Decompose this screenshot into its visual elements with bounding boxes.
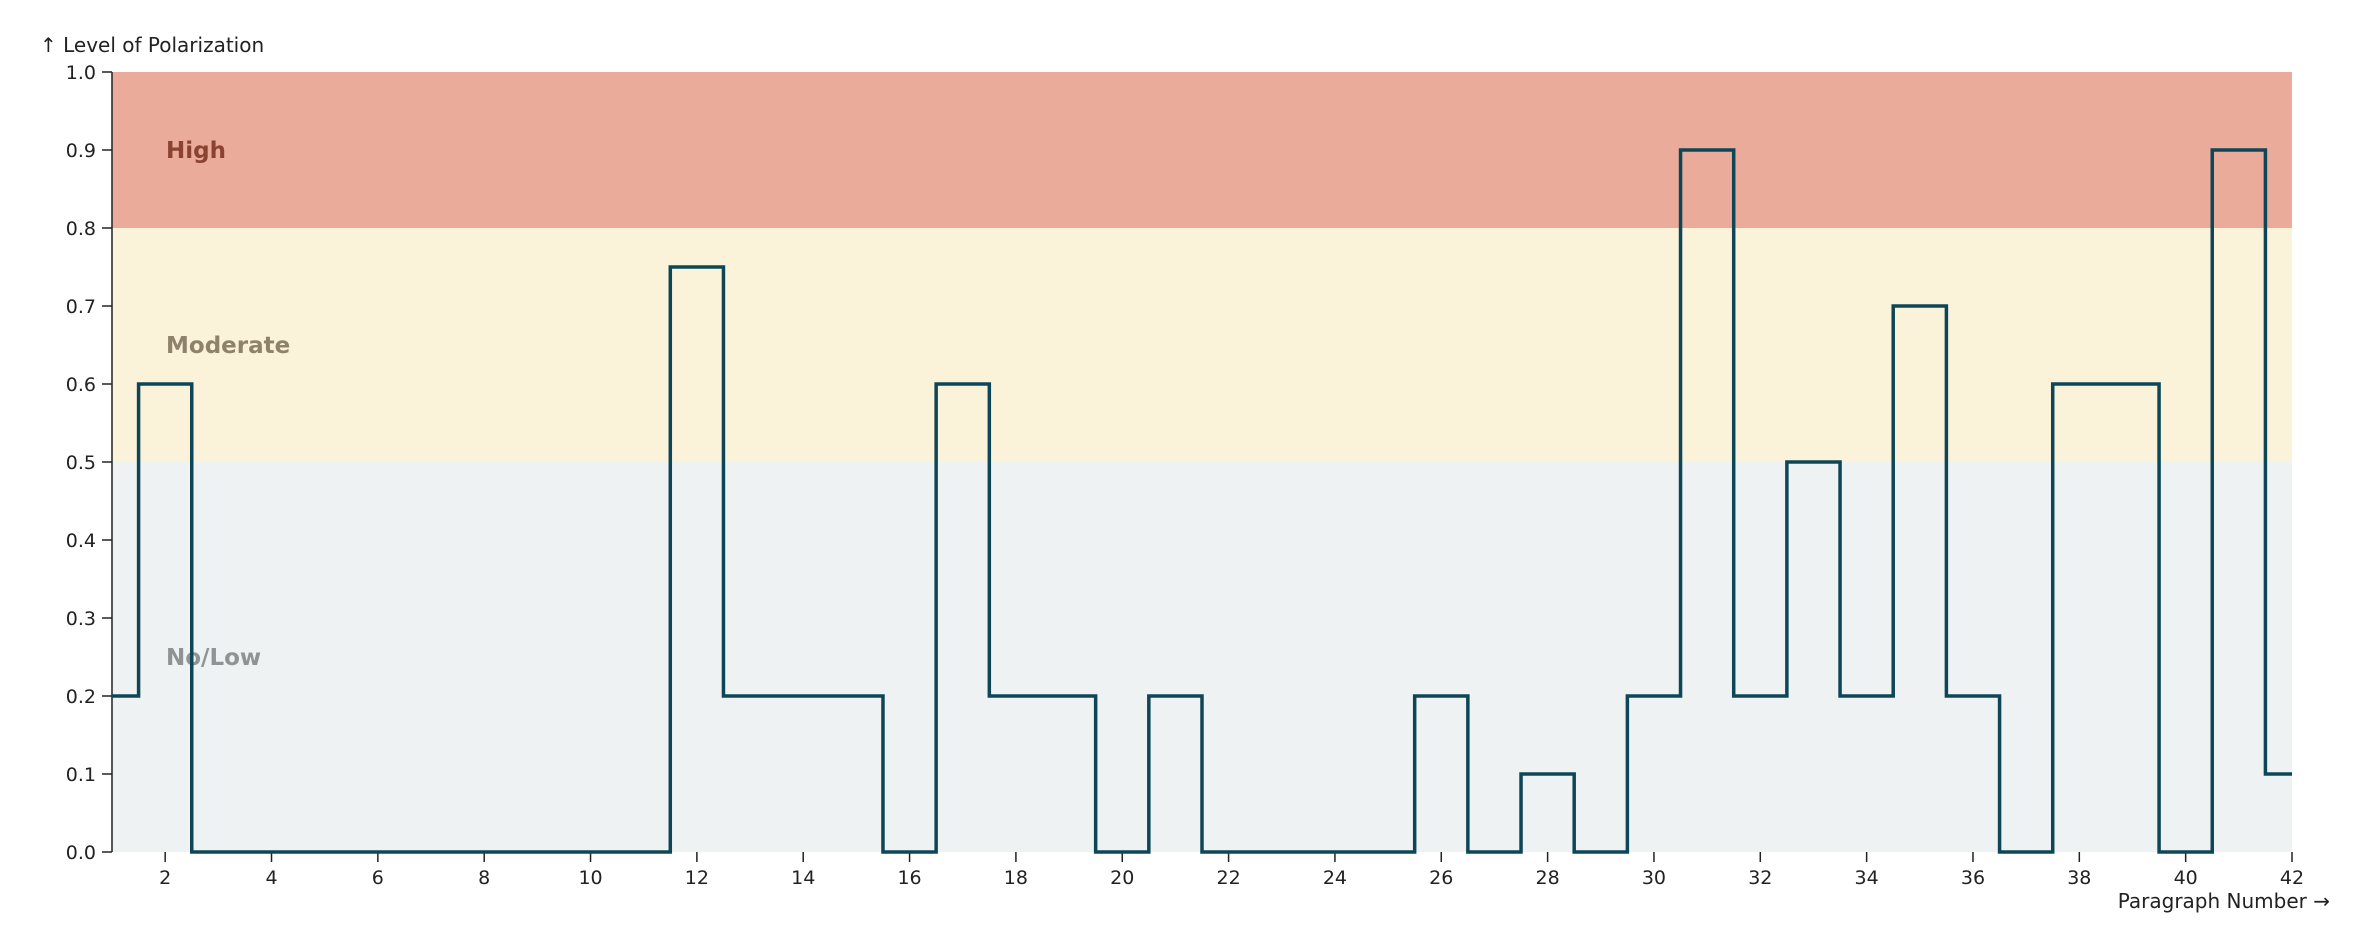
y-tick-label: 0.9	[66, 140, 96, 162]
x-tick-label: 34	[1855, 867, 1879, 889]
y-tick-label: 0.0	[66, 842, 96, 864]
y-tick-label: 0.3	[66, 608, 96, 630]
x-tick-label: 38	[2067, 867, 2091, 889]
x-tick-label: 16	[897, 867, 921, 889]
polarization-step-line	[112, 148, 2292, 854]
y-tick-label: 0.7	[66, 296, 96, 318]
x-tick-label: 2	[159, 867, 171, 889]
y-tick-layer: 0.0 0.1 0.2 0.3 0.4 0.5 0.6 0.7 0.8 0.9 1.0	[66, 62, 112, 864]
x-axis-title: Paragraph Number →	[2118, 889, 2330, 913]
band-high	[112, 72, 2292, 228]
x-tick-layer: 2 4 6 8 10 12 14 16 18 20 22 24 26 28 30 32 34 36 38 40 42	[159, 852, 2304, 889]
y-tick-label: 0.8	[66, 218, 96, 240]
x-tick-label: 24	[1323, 867, 1347, 889]
band-moderate	[112, 228, 2292, 462]
y-tick-label: 0.4	[66, 530, 96, 552]
y-tick-label: 0.1	[66, 764, 96, 786]
y-tick-label: 0.5	[66, 452, 96, 474]
x-tick-label: 40	[2174, 867, 2198, 889]
x-tick-label: 22	[1216, 867, 1240, 889]
x-tick-label: 8	[478, 867, 490, 889]
y-axis-title: ↑ Level of Polarization	[40, 33, 264, 57]
x-tick-label: 36	[1961, 867, 1985, 889]
band-label-moderate: Moderate	[166, 333, 290, 359]
x-tick-label: 26	[1429, 867, 1453, 889]
y-tick-label: 0.6	[66, 374, 96, 396]
x-tick-label: 4	[265, 867, 277, 889]
band-label-high: High	[166, 138, 226, 164]
x-tick-label: 12	[685, 867, 709, 889]
x-tick-label: 18	[1004, 867, 1028, 889]
x-tick-label: 32	[1748, 867, 1772, 889]
x-tick-label: 30	[1642, 867, 1666, 889]
band-layer	[112, 72, 2292, 852]
x-tick-label: 6	[372, 867, 384, 889]
x-tick-label: 20	[1110, 867, 1134, 889]
band-label-no-low: No/Low	[166, 645, 261, 671]
x-tick-label: 28	[1536, 867, 1560, 889]
y-tick-label: 0.2	[66, 686, 96, 708]
x-tick-label: 42	[2280, 867, 2304, 889]
x-tick-label: 14	[791, 867, 815, 889]
y-tick-label: 1.0	[66, 62, 96, 84]
x-tick-label: 10	[578, 867, 602, 889]
band-label-layer: No/Low Moderate High	[166, 138, 290, 671]
